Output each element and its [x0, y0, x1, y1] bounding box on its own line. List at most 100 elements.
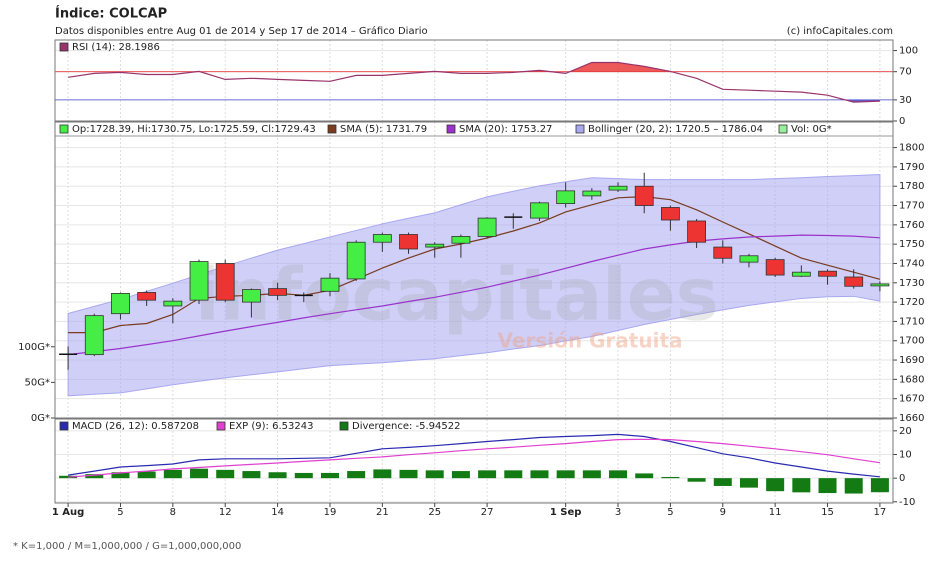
candle-body	[608, 185, 628, 191]
candle-body	[215, 263, 235, 301]
bar	[530, 470, 549, 479]
bar	[635, 473, 654, 479]
bar	[687, 478, 706, 482]
legend-swatch	[216, 421, 226, 431]
x-tick-label: 5	[667, 507, 673, 518]
y2-tick-label: 0G*	[31, 413, 50, 424]
y-tick-label: 1680	[899, 374, 924, 385]
candle-body	[189, 261, 209, 301]
y-tick-label: 0	[899, 116, 905, 127]
y-tick-label: 1660	[899, 413, 924, 424]
bar	[163, 469, 182, 479]
bar	[713, 478, 732, 486]
y-tick-label: 0	[899, 473, 905, 484]
bar	[451, 471, 470, 479]
x-tick-label: 1 Aug	[52, 507, 84, 518]
candle-body	[163, 300, 183, 307]
legend-swatch	[339, 421, 349, 431]
x-tick-label: 12	[219, 507, 232, 518]
panel-border	[54, 121, 894, 419]
y-tick-label: 1800	[899, 143, 924, 154]
candle-body	[818, 270, 837, 277]
legend-label: SMA (5): 1731.79	[340, 124, 427, 135]
legend-label: Bollinger (20, 2): 1720.5 – 1786.04	[588, 124, 763, 135]
panel-border	[54, 39, 894, 122]
bar	[242, 471, 261, 479]
legend-swatch	[575, 124, 585, 134]
bar	[294, 472, 313, 479]
bar	[609, 470, 628, 479]
y-tick-label: 70	[899, 67, 912, 78]
bar	[425, 470, 444, 479]
candle-body	[870, 283, 890, 287]
legend-label: Vol: 0G*	[791, 124, 832, 135]
y-tick-label: 1690	[899, 355, 924, 366]
x-tick-label: 25	[428, 507, 441, 518]
y-tick-label: 1770	[899, 201, 924, 212]
candle-body	[242, 289, 261, 303]
bar	[85, 474, 104, 479]
y-tick-label: 1720	[899, 297, 924, 308]
y-tick-label: 1790	[899, 162, 924, 173]
bar	[478, 470, 497, 479]
candle-body	[399, 234, 418, 250]
x-tick-label: 17	[874, 507, 887, 518]
bar	[137, 471, 156, 479]
bar	[792, 478, 811, 493]
candle-body	[477, 217, 497, 237]
chart-title: Índice: COLCAP	[55, 6, 167, 22]
source: (c) infoCapitales.com	[787, 26, 893, 37]
x-tick-label: 11	[769, 507, 782, 518]
x-tick-label: 19	[324, 507, 337, 518]
bar	[190, 468, 209, 479]
legend-swatch	[327, 124, 337, 134]
bar	[399, 469, 418, 479]
x-tick-label: 3	[615, 507, 621, 518]
line	[68, 61, 880, 103]
bar	[504, 470, 523, 479]
candle-body	[739, 255, 759, 263]
legend-swatch	[59, 42, 69, 52]
chart-subtitle: Datos disponibles entre Aug 01 de 2014 y…	[55, 25, 428, 37]
candle-body	[425, 243, 445, 248]
candle-body	[320, 277, 340, 292]
bar	[556, 470, 575, 479]
x-tick-label: 14	[271, 507, 284, 518]
y-tick-label: 1760	[899, 220, 924, 231]
bar	[268, 472, 287, 479]
y-tick-label: 1750	[899, 239, 924, 250]
candle-body	[268, 288, 287, 296]
panel-border	[54, 418, 894, 504]
candle-body	[687, 220, 706, 243]
bar	[766, 478, 785, 492]
candle-body	[530, 202, 549, 219]
legend-label: Op:1728.39, Hi:1730.75, Lo:1725.59, Cl:1…	[72, 124, 316, 135]
bar	[216, 469, 235, 479]
footnote: * K=1,000 / M=1,000,000 / G=1,000,000,00…	[13, 541, 241, 552]
candle-body	[661, 207, 680, 221]
candle-body	[582, 190, 602, 197]
candle-body	[791, 271, 811, 277]
candle-body	[346, 241, 366, 280]
legend-swatch	[778, 124, 788, 134]
x-tick-label: 27	[481, 507, 494, 518]
legend-swatch	[446, 124, 456, 134]
x-tick-label: 8	[170, 507, 176, 518]
candle-body	[137, 292, 157, 301]
legend-label: Divergence: -5.94522	[352, 421, 460, 432]
bollinger-band	[67, 174, 881, 397]
y-tick-label: 1730	[899, 278, 924, 289]
candle-body	[765, 259, 785, 276]
legend-label: EXP (9): 6.53243	[229, 421, 313, 432]
candle-body	[844, 276, 864, 287]
y-tick-label: 20	[899, 426, 912, 437]
y2-tick-label: 50G*	[25, 377, 50, 388]
bar	[320, 472, 339, 479]
y-tick-label: 1780	[899, 181, 924, 192]
legend-swatch	[59, 421, 69, 431]
bar	[582, 470, 601, 479]
candle-body	[713, 246, 733, 259]
y-tick-label: 100	[899, 46, 918, 57]
